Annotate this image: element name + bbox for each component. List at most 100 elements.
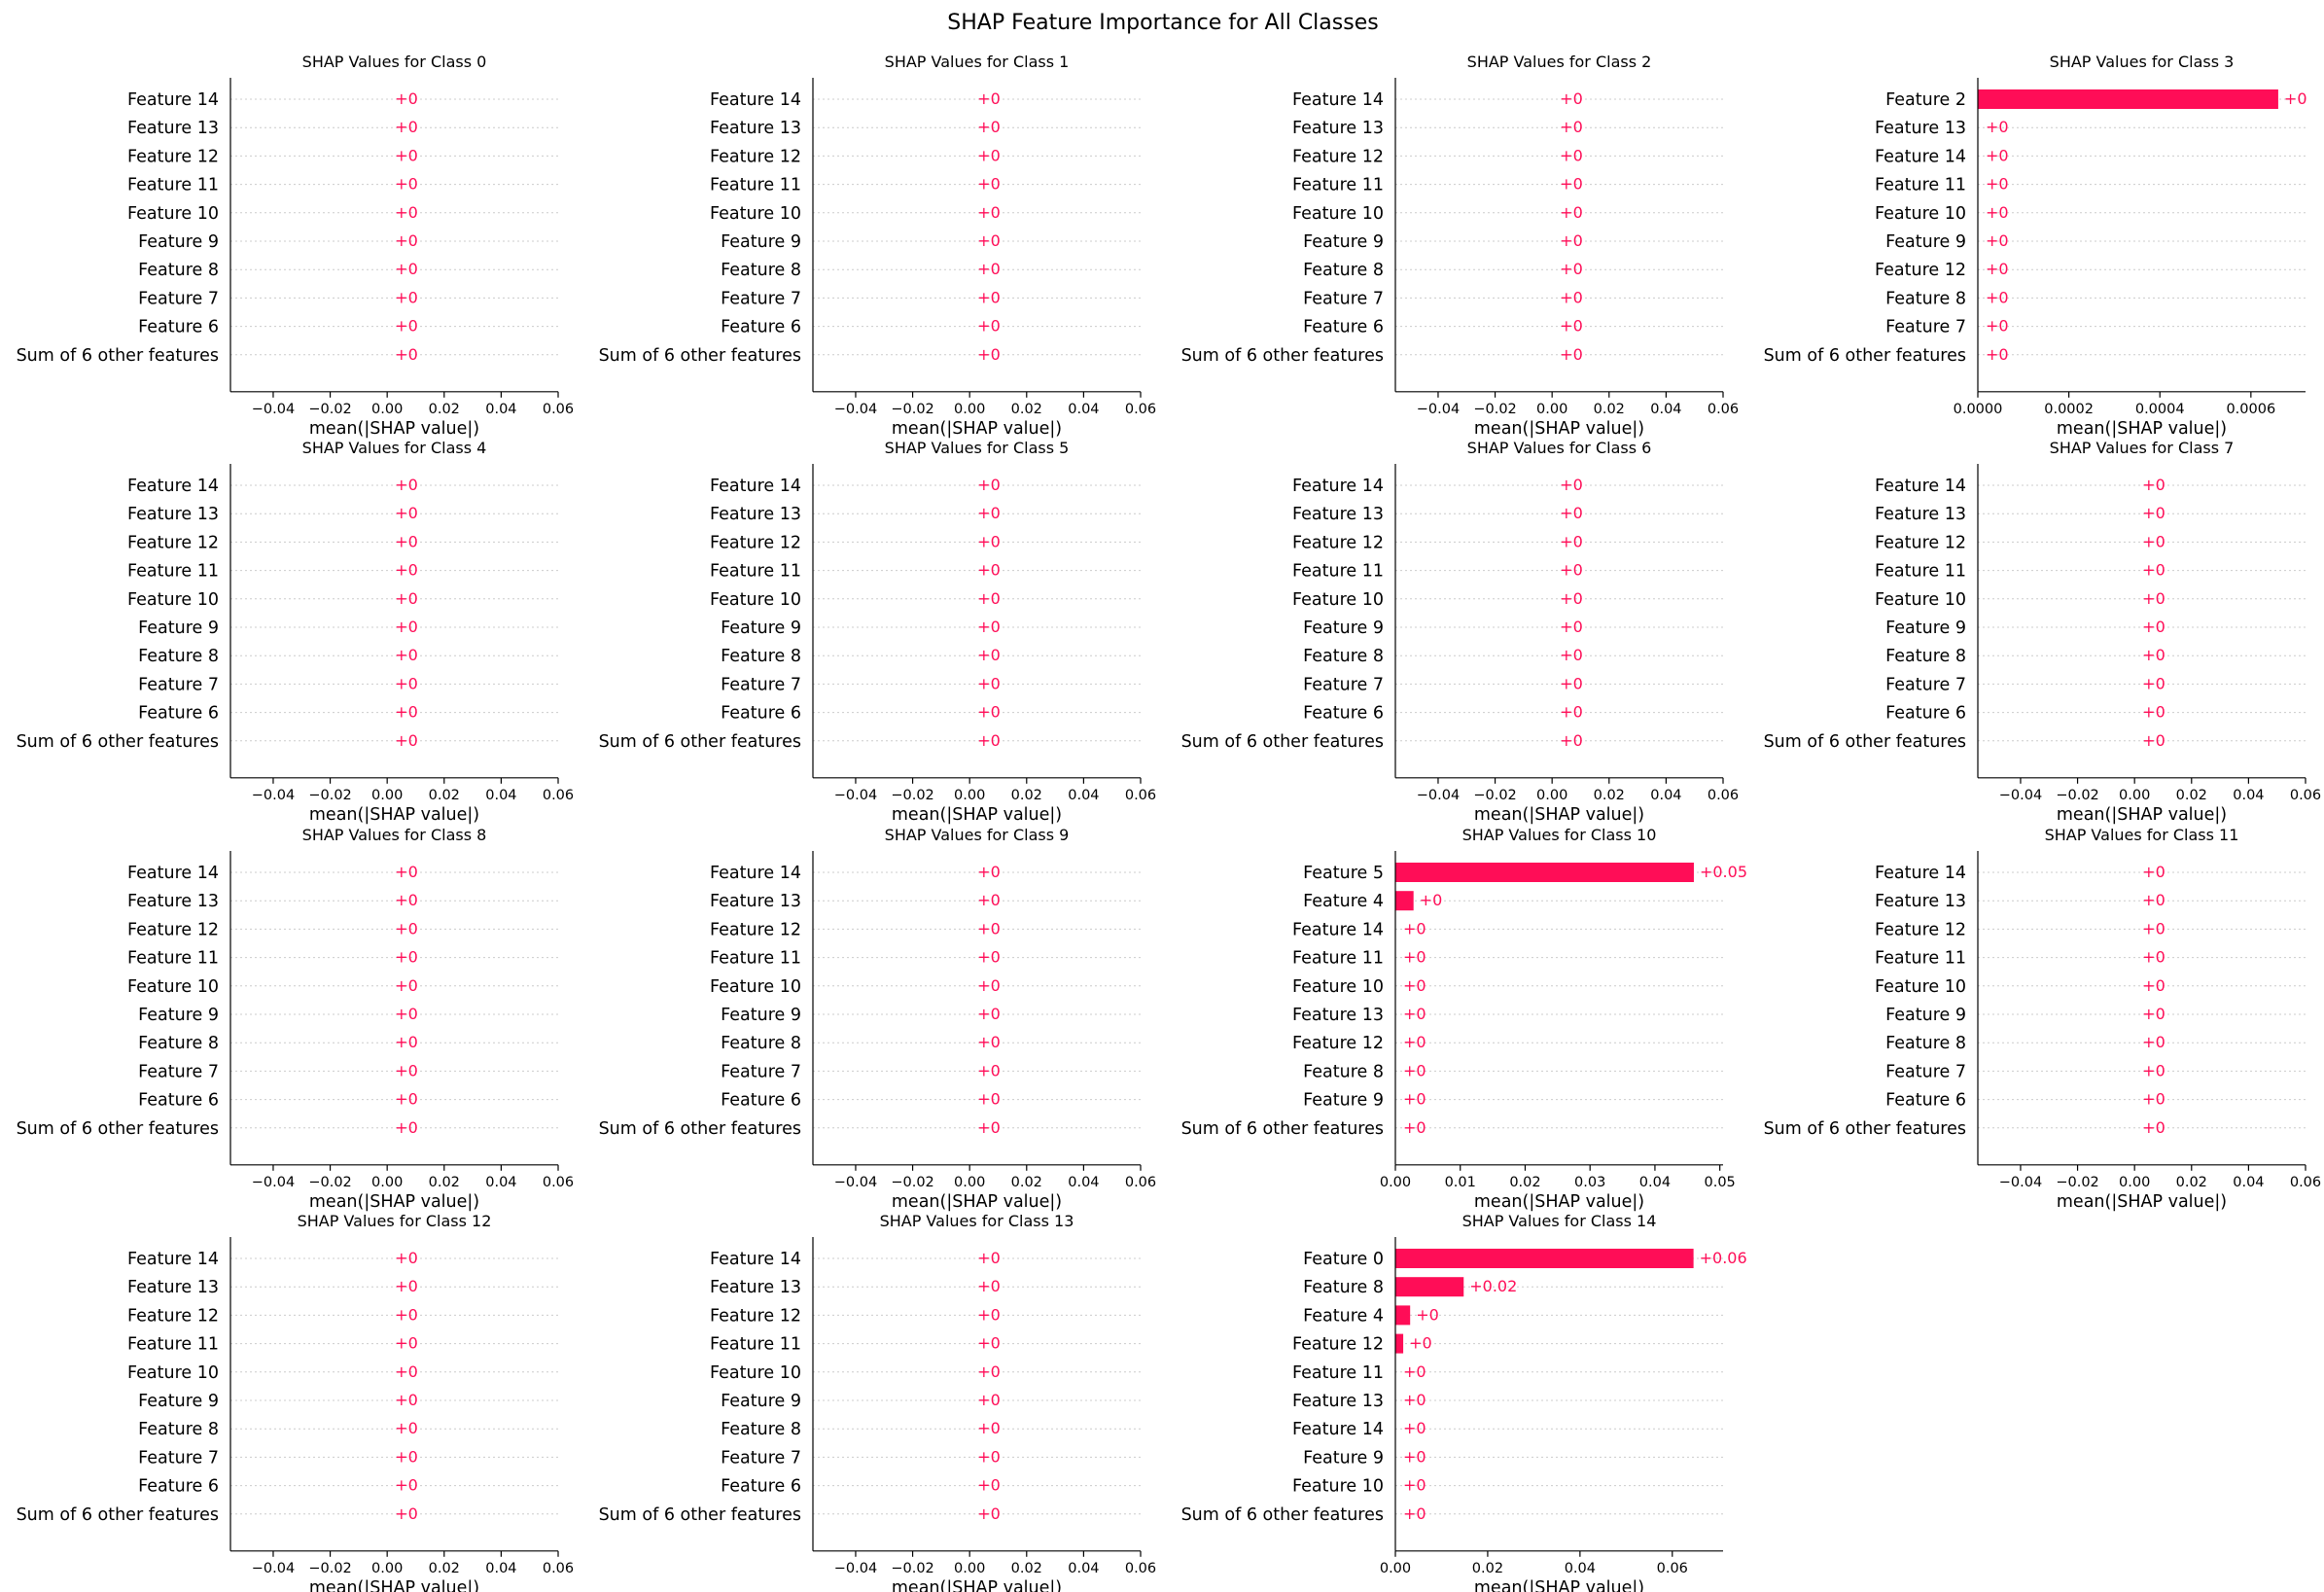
x-tick-label: 0.00 (2119, 788, 2150, 803)
feature-label: Feature 7 (1885, 1062, 1966, 1081)
value-label: +0 (2142, 1118, 2166, 1137)
x-tick-label: 0.00 (954, 1561, 985, 1576)
subplot-class-12: SHAP Values for Class 12 Feature 14 +0 Feat… (17, 1212, 575, 1592)
x-axis-label: mean(|SHAP value|) (892, 805, 1062, 825)
value-label: +0 (977, 288, 1001, 306)
x-tick-label: −0.04 (1999, 1175, 2042, 1190)
x-tick-label: −0.04 (1417, 402, 1460, 417)
feature-label: Feature 10 (710, 1363, 801, 1383)
value-label: +0 (1986, 288, 2009, 306)
value-label: +0 (977, 504, 1001, 522)
feature-label: Feature 12 (1292, 1034, 1384, 1053)
value-label: +0 (977, 948, 1001, 967)
feature-label: Feature 11 (710, 562, 801, 582)
feature-label: Feature 8 (138, 1420, 219, 1439)
value-label: +0 (977, 863, 1001, 881)
feature-label: Feature 9 (1885, 232, 1966, 252)
feature-label: Feature 8 (1885, 647, 1966, 666)
feature-label: Feature 0 (1303, 1250, 1384, 1269)
feature-label: Feature 8 (1303, 1062, 1384, 1081)
feature-label: Feature 10 (1292, 977, 1384, 997)
feature-label: Feature 6 (721, 704, 801, 724)
feature-label: Feature 13 (127, 505, 219, 524)
subplot-title: SHAP Values for Class 9 (885, 826, 1070, 844)
value-label: +0 (395, 288, 418, 306)
feature-label: Feature 14 (1875, 147, 1966, 166)
subplot-class-2: SHAP Values for Class 2 Feature 14 +0 Featu… (1181, 53, 1740, 439)
x-tick-label: 0.00 (954, 402, 985, 417)
value-label: +0 (977, 1334, 1001, 1353)
value-label: +0 (977, 976, 1001, 995)
subplot-grid: SHAP Values for Class 0 Feature 14 +0 Featu… (17, 53, 2322, 1592)
subplot-title: SHAP Values for Class 13 (880, 1212, 1074, 1230)
x-axis-label: mean(|SHAP value|) (2057, 1192, 2227, 1212)
feature-label: Feature 13 (127, 892, 219, 911)
subplot-class-11: SHAP Values for Class 11 Feature 14 +0 Feat… (1764, 826, 2322, 1212)
shap-bar (1395, 1249, 1694, 1268)
value-label: +0 (395, 976, 418, 995)
x-tick-label: 0.04 (1068, 1175, 1099, 1190)
feature-label: Feature 12 (1292, 147, 1384, 166)
x-tick-label: 0.00 (1380, 1561, 1411, 1576)
feature-label: Feature 14 (710, 477, 801, 496)
value-label: +0 (2142, 504, 2166, 522)
x-tick-label: 0.06 (543, 1561, 574, 1576)
feature-label: Feature 13 (1875, 505, 1966, 524)
value-label: +0 (1403, 1033, 1426, 1051)
feature-label: Feature 9 (721, 1392, 801, 1411)
value-label: +0 (395, 231, 418, 250)
feature-label: Feature 6 (1303, 704, 1384, 724)
value-label: +0 (395, 1005, 418, 1023)
feature-label: Feature 10 (1875, 204, 1966, 224)
value-label: +0 (395, 589, 418, 608)
feature-label: Feature 13 (710, 119, 801, 138)
x-tick-label: −0.04 (252, 1175, 295, 1190)
value-label: +0 (1403, 1061, 1426, 1079)
value-label: +0 (395, 1118, 418, 1137)
feature-label: Feature 7 (1885, 318, 1966, 337)
value-label: +0 (1403, 1419, 1426, 1437)
value-label: +0 (1986, 260, 2009, 278)
value-label: +0 (977, 476, 1001, 494)
x-tick-label: 0.02 (1011, 1175, 1042, 1190)
subplot-class-8: SHAP Values for Class 8 Feature 14 +0 Featu… (17, 826, 575, 1212)
x-tick-label: 0.06 (1125, 788, 1156, 803)
value-label: +0 (2142, 919, 2166, 938)
value-label: +0 (1560, 203, 1583, 222)
x-tick-label: 0.04 (485, 1175, 516, 1190)
feature-label: Sum of 6 other features (1764, 732, 1966, 752)
x-tick-label: −0.04 (252, 788, 295, 803)
subplot-title: SHAP Values for Class 5 (885, 439, 1070, 457)
feature-label: Feature 8 (138, 261, 219, 280)
subplot-class-6: SHAP Values for Class 6 Feature 14 +0 Featu… (1181, 439, 1740, 825)
value-label: +0 (2142, 703, 2166, 722)
x-tick-label: 0.00 (371, 1561, 403, 1576)
x-tick-label: 0.03 (1574, 1175, 1605, 1190)
feature-label: Feature 10 (1292, 1477, 1384, 1497)
value-label: +0 (395, 504, 418, 522)
feature-label: Feature 7 (1885, 675, 1966, 694)
feature-label: Feature 10 (1292, 204, 1384, 224)
feature-label: Feature 12 (710, 147, 801, 166)
feature-label: Sum of 6 other features (1181, 346, 1384, 366)
feature-label: Feature 9 (1885, 1006, 1966, 1025)
value-label: +0 (977, 231, 1001, 250)
x-tick-label: 0.06 (1125, 402, 1156, 417)
x-tick-label: 0.04 (2233, 1175, 2264, 1190)
feature-label: Feature 7 (721, 1062, 801, 1081)
feature-label: Feature 14 (1875, 864, 1966, 883)
feature-label: Feature 10 (710, 590, 801, 610)
value-label: +0 (1403, 1090, 1426, 1109)
feature-label: Feature 8 (721, 261, 801, 280)
subplot-title: SHAP Values for Class 7 (2050, 439, 2235, 457)
x-tick-label: 0.00 (2119, 1175, 2150, 1190)
subplot-title: SHAP Values for Class 14 (1462, 1212, 1657, 1230)
value-label: +0 (1560, 175, 1583, 194)
value-label: +0 (395, 674, 418, 692)
feature-label: Feature 7 (138, 1062, 219, 1081)
feature-label: Feature 12 (710, 920, 801, 939)
feature-label: Feature 9 (1303, 619, 1384, 638)
feature-label: Feature 10 (1875, 977, 1966, 997)
feature-label: Feature 6 (721, 1477, 801, 1497)
value-label: +0 (1560, 345, 1583, 364)
